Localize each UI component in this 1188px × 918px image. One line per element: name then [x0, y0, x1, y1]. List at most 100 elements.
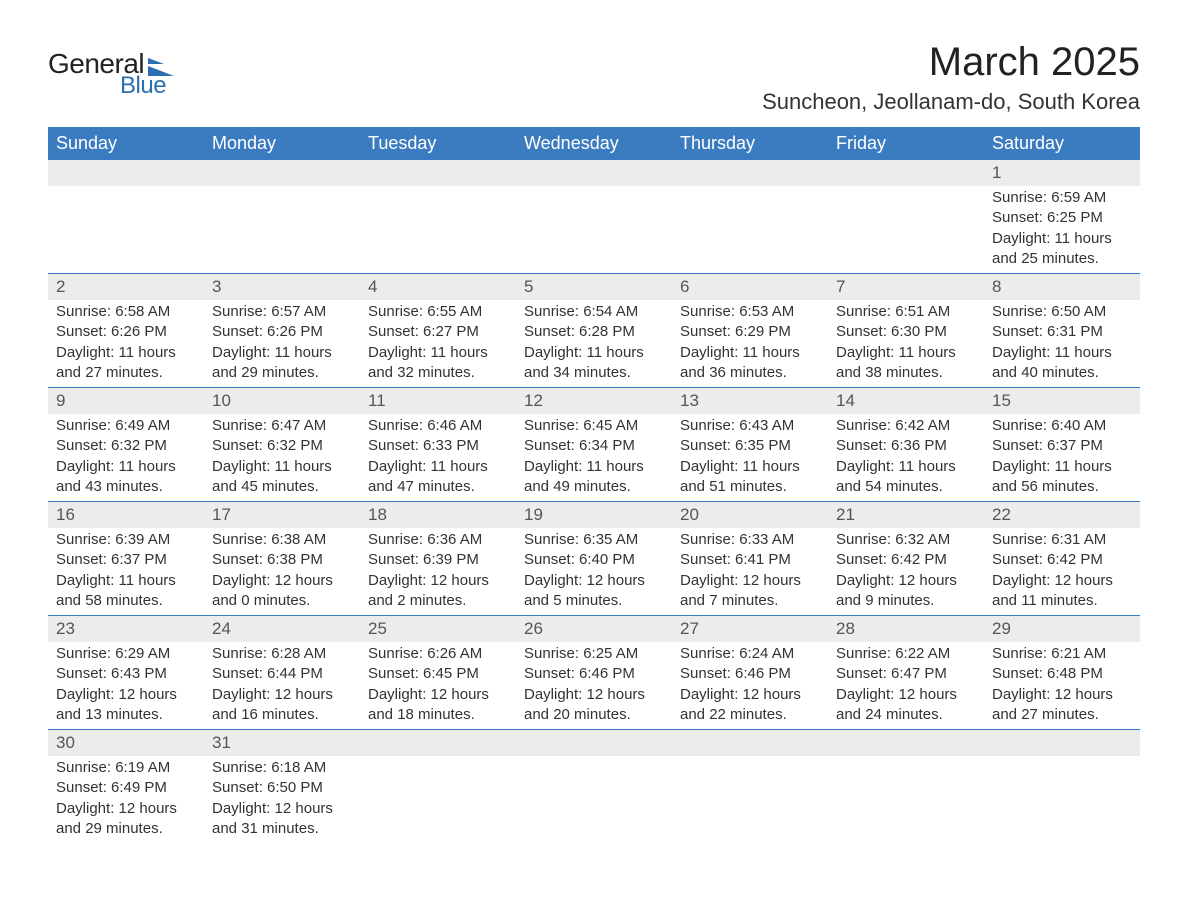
day-number-cell: 12: [516, 388, 672, 415]
daylight-text: Daylight: 12 hours: [524, 685, 664, 705]
day-data-cell: [516, 756, 672, 843]
daylight-text: Daylight: 12 hours: [524, 571, 664, 591]
sunset-text: Sunset: 6:26 PM: [212, 322, 352, 342]
sunset-text: Sunset: 6:40 PM: [524, 550, 664, 570]
sunrise-text: Sunrise: 6:35 AM: [524, 530, 664, 550]
daylight-text: Daylight: 12 hours: [212, 571, 352, 591]
day-number-cell: 17: [204, 502, 360, 529]
day-data-row: Sunrise: 6:49 AMSunset: 6:32 PMDaylight:…: [48, 414, 1140, 502]
day-data-cell: Sunrise: 6:43 AMSunset: 6:35 PMDaylight:…: [672, 414, 828, 502]
day-data-cell: Sunrise: 6:32 AMSunset: 6:42 PMDaylight:…: [828, 528, 984, 616]
day-number-cell: 2: [48, 274, 204, 301]
sunrise-text: Sunrise: 6:55 AM: [368, 302, 508, 322]
sunrise-text: Sunrise: 6:33 AM: [680, 530, 820, 550]
sunset-text: Sunset: 6:48 PM: [992, 664, 1132, 684]
weekday-header-row: Sunday Monday Tuesday Wednesday Thursday…: [48, 127, 1140, 160]
daylight-text: Daylight: 11 hours: [212, 343, 352, 363]
day-number-cell: 16: [48, 502, 204, 529]
sunset-text: Sunset: 6:42 PM: [992, 550, 1132, 570]
day-number-cell: [984, 730, 1140, 757]
day-data-cell: Sunrise: 6:40 AMSunset: 6:37 PMDaylight:…: [984, 414, 1140, 502]
day-data-row: Sunrise: 6:39 AMSunset: 6:37 PMDaylight:…: [48, 528, 1140, 616]
logo-text-blue: Blue: [120, 72, 166, 100]
day-data-row: Sunrise: 6:19 AMSunset: 6:49 PMDaylight:…: [48, 756, 1140, 843]
sunset-text: Sunset: 6:29 PM: [680, 322, 820, 342]
day-data-cell: Sunrise: 6:31 AMSunset: 6:42 PMDaylight:…: [984, 528, 1140, 616]
day-number-row: 9101112131415: [48, 388, 1140, 415]
sunset-text: Sunset: 6:41 PM: [680, 550, 820, 570]
sunrise-text: Sunrise: 6:22 AM: [836, 644, 976, 664]
day-data-cell: [672, 186, 828, 274]
daylight-text: and 20 minutes.: [524, 705, 664, 725]
sunset-text: Sunset: 6:28 PM: [524, 322, 664, 342]
day-number-cell: [360, 730, 516, 757]
daylight-text: Daylight: 12 hours: [680, 685, 820, 705]
logo: General Blue: [48, 40, 174, 100]
sunrise-text: Sunrise: 6:50 AM: [992, 302, 1132, 322]
day-number-cell: 5: [516, 274, 672, 301]
sunrise-text: Sunrise: 6:53 AM: [680, 302, 820, 322]
day-data-cell: Sunrise: 6:47 AMSunset: 6:32 PMDaylight:…: [204, 414, 360, 502]
daylight-text: Daylight: 11 hours: [524, 343, 664, 363]
day-data-cell: [984, 756, 1140, 843]
daylight-text: Daylight: 11 hours: [368, 343, 508, 363]
sunrise-text: Sunrise: 6:39 AM: [56, 530, 196, 550]
weekday-header: Thursday: [672, 127, 828, 160]
daylight-text: and 24 minutes.: [836, 705, 976, 725]
day-data-cell: [828, 756, 984, 843]
day-number-row: 1: [48, 160, 1140, 186]
weekday-header: Wednesday: [516, 127, 672, 160]
day-data-cell: Sunrise: 6:21 AMSunset: 6:48 PMDaylight:…: [984, 642, 1140, 730]
sunrise-text: Sunrise: 6:47 AM: [212, 416, 352, 436]
sunset-text: Sunset: 6:38 PM: [212, 550, 352, 570]
daylight-text: and 54 minutes.: [836, 477, 976, 497]
daylight-text: and 25 minutes.: [992, 249, 1132, 269]
daylight-text: and 56 minutes.: [992, 477, 1132, 497]
daylight-text: Daylight: 11 hours: [56, 571, 196, 591]
day-data-cell: Sunrise: 6:59 AMSunset: 6:25 PMDaylight:…: [984, 186, 1140, 274]
daylight-text: and 7 minutes.: [680, 591, 820, 611]
page-header: General Blue March 2025 Suncheon, Jeolla…: [48, 40, 1140, 115]
sunset-text: Sunset: 6:37 PM: [56, 550, 196, 570]
day-number-cell: 4: [360, 274, 516, 301]
sunrise-text: Sunrise: 6:42 AM: [836, 416, 976, 436]
daylight-text: and 27 minutes.: [56, 363, 196, 383]
sunrise-text: Sunrise: 6:57 AM: [212, 302, 352, 322]
day-number-cell: 10: [204, 388, 360, 415]
weekday-header: Saturday: [984, 127, 1140, 160]
daylight-text: and 32 minutes.: [368, 363, 508, 383]
sunset-text: Sunset: 6:37 PM: [992, 436, 1132, 456]
weekday-header: Tuesday: [360, 127, 516, 160]
day-number-cell: 3: [204, 274, 360, 301]
day-number-cell: 22: [984, 502, 1140, 529]
daylight-text: and 9 minutes.: [836, 591, 976, 611]
weekday-header: Monday: [204, 127, 360, 160]
day-number-cell: 31: [204, 730, 360, 757]
day-number-cell: 24: [204, 616, 360, 643]
day-data-cell: [516, 186, 672, 274]
day-data-cell: Sunrise: 6:46 AMSunset: 6:33 PMDaylight:…: [360, 414, 516, 502]
daylight-text: Daylight: 11 hours: [680, 457, 820, 477]
day-number-cell: 30: [48, 730, 204, 757]
sunrise-text: Sunrise: 6:45 AM: [524, 416, 664, 436]
sunset-text: Sunset: 6:50 PM: [212, 778, 352, 798]
daylight-text: and 43 minutes.: [56, 477, 196, 497]
daylight-text: and 13 minutes.: [56, 705, 196, 725]
day-number-cell: 27: [672, 616, 828, 643]
daylight-text: and 58 minutes.: [56, 591, 196, 611]
title-block: March 2025 Suncheon, Jeollanam-do, South…: [762, 40, 1140, 115]
day-data-cell: Sunrise: 6:39 AMSunset: 6:37 PMDaylight:…: [48, 528, 204, 616]
day-data-cell: Sunrise: 6:36 AMSunset: 6:39 PMDaylight:…: [360, 528, 516, 616]
daylight-text: Daylight: 11 hours: [680, 343, 820, 363]
day-data-cell: Sunrise: 6:24 AMSunset: 6:46 PMDaylight:…: [672, 642, 828, 730]
daylight-text: and 40 minutes.: [992, 363, 1132, 383]
day-number-cell: 14: [828, 388, 984, 415]
sunrise-text: Sunrise: 6:31 AM: [992, 530, 1132, 550]
daylight-text: and 22 minutes.: [680, 705, 820, 725]
day-number-cell: [672, 730, 828, 757]
day-data-cell: Sunrise: 6:42 AMSunset: 6:36 PMDaylight:…: [828, 414, 984, 502]
daylight-text: and 5 minutes.: [524, 591, 664, 611]
day-data-row: Sunrise: 6:29 AMSunset: 6:43 PMDaylight:…: [48, 642, 1140, 730]
sunrise-text: Sunrise: 6:24 AM: [680, 644, 820, 664]
sunrise-text: Sunrise: 6:36 AM: [368, 530, 508, 550]
